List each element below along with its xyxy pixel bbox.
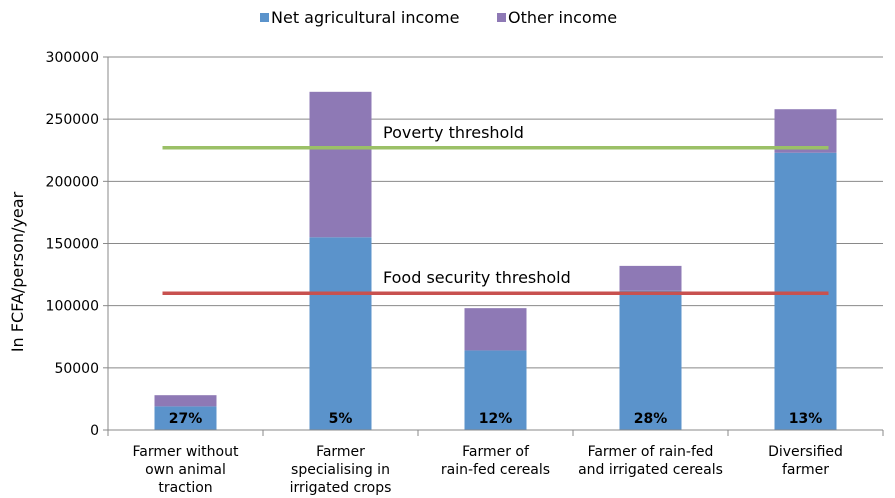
bar-other-income-0 xyxy=(154,395,217,407)
bar-other-income-4 xyxy=(774,109,837,153)
y-tick-label: 250000 xyxy=(46,112,99,128)
bar-net-agricultural-2 xyxy=(464,350,527,430)
x-category-label: traction xyxy=(158,480,212,496)
bars xyxy=(154,91,837,430)
x-category-label: Diversified xyxy=(768,444,843,460)
bar-net-agricultural-3 xyxy=(619,290,682,430)
y-tick-label: 50000 xyxy=(54,361,99,377)
y-tick-label: 150000 xyxy=(46,237,99,253)
legend-label-1: Other income xyxy=(508,8,617,27)
bar-other-income-3 xyxy=(619,265,682,291)
y-tick-label: 100000 xyxy=(46,299,99,315)
bar-net-agricultural-0 xyxy=(154,406,217,430)
x-category-label: irrigated crops xyxy=(290,480,392,496)
y-axis-ticks: 0 50000 100000 150000 200000 250000 300000 xyxy=(46,50,108,439)
x-category-label: Farmer of rain-fed xyxy=(588,444,714,460)
x-category-label: and irrigated cereals xyxy=(578,462,723,478)
y-tick-label: 300000 xyxy=(46,50,99,66)
bar-percent-label: 12% xyxy=(479,411,513,427)
y-tick-label: 200000 xyxy=(46,174,99,190)
legend-swatch-0 xyxy=(260,13,269,22)
x-category-label: farmer xyxy=(782,462,829,478)
y-axis-label: In FCFA/person/year xyxy=(8,191,27,352)
x-category-label: Farmer xyxy=(316,444,365,460)
bar-percent-label: 5% xyxy=(329,411,353,427)
legend: Net agricultural income Other income xyxy=(260,8,617,27)
bar-net-agricultural-4 xyxy=(774,152,837,430)
gridlines xyxy=(107,56,883,430)
legend-swatch-1 xyxy=(497,13,506,22)
x-axis-categories: Farmer without own animal traction Farmer sp… xyxy=(107,430,884,496)
x-category-label: Farmer of xyxy=(462,444,530,460)
x-category-label: rain-fed cereals xyxy=(441,462,550,478)
bar-percent-labels: 27% 5% 12% 28% 13% xyxy=(169,411,823,427)
x-category-label: own animal xyxy=(145,462,226,478)
legend-label-0: Net agricultural income xyxy=(271,8,459,27)
threshold-label-0: Poverty threshold xyxy=(383,123,524,142)
threshold-lines: Poverty threshold Food security threshold xyxy=(162,123,829,295)
bar-other-income-1 xyxy=(309,91,372,238)
bar-percent-label: 13% xyxy=(789,411,823,427)
x-category-label: Farmer without xyxy=(133,444,239,460)
bar-other-income-2 xyxy=(464,308,527,351)
x-category-label: specialising in xyxy=(291,462,390,478)
bar-net-agricultural-1 xyxy=(309,237,372,430)
bar-percent-label: 27% xyxy=(169,411,203,427)
y-tick-label: 0 xyxy=(90,423,99,439)
bar-percent-label: 28% xyxy=(634,411,668,427)
threshold-label-1: Food security threshold xyxy=(383,268,571,287)
